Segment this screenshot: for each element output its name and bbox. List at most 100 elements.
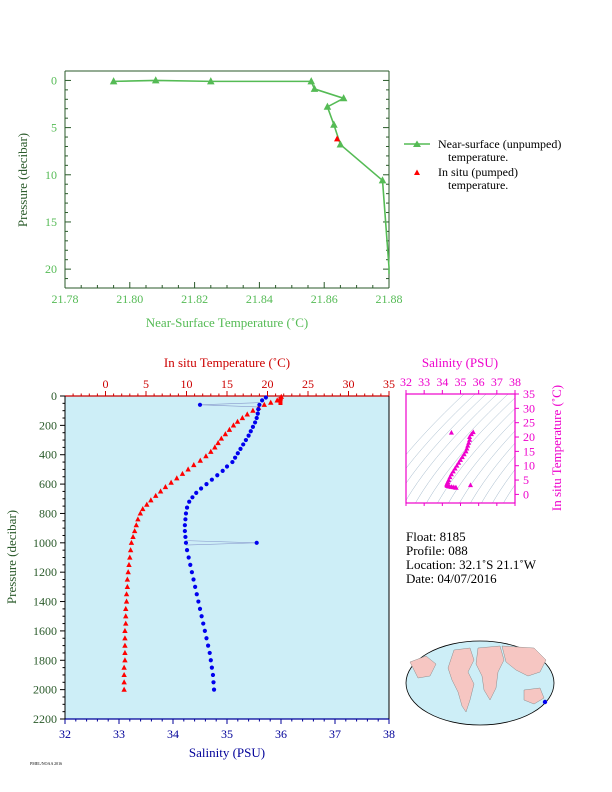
salinity-point [194, 490, 199, 495]
temperature-point [121, 686, 127, 692]
ts-x-tick-label: 35 [455, 375, 467, 389]
salinity-point [211, 680, 216, 685]
salinity-point [255, 411, 260, 416]
salinity-outlier-point [254, 540, 259, 545]
profile-plot-background [65, 396, 389, 719]
float-location-marker [542, 699, 548, 705]
ts-x-tick-label: 37 [491, 375, 503, 389]
temperature-point [197, 457, 203, 463]
legend-entry-2-line-1: In situ (pumped) [438, 165, 518, 179]
ts-y-axis-label: In situ Temperature (˚C) [549, 385, 564, 511]
map-land-asia [501, 645, 547, 677]
ts-point [468, 431, 474, 437]
outlier-connector [199, 404, 260, 408]
top-x-tick-label: 21.84 [246, 292, 273, 306]
outlier-connector [185, 542, 257, 546]
top-x-ticks: 21.78 21.80 21.82 21.84 21.86 21.88 [52, 282, 403, 306]
profile-number: Profile: 088 [406, 543, 468, 558]
temperature-point [126, 561, 132, 567]
density-contour [503, 484, 515, 503]
near-surface-point [151, 76, 160, 84]
density-contour [531, 374, 612, 513]
salinity-point [206, 643, 211, 648]
temperature-point [133, 522, 139, 528]
salinity-point [183, 540, 189, 545]
temperature-point [244, 411, 250, 417]
salinity-point [199, 614, 204, 619]
pressure-ticks: 0 200 400 600 800 1000 1200 1400 1600 1800 2000 220… [33, 389, 65, 726]
temperature-point [250, 407, 256, 413]
salinity-point [250, 424, 256, 429]
temperature-tick-label: 15 [221, 377, 233, 391]
top-y-tick-label: 15 [45, 215, 57, 229]
temperature-point [234, 418, 241, 424]
legend-triangle-icon [413, 140, 421, 147]
salinity-point [183, 534, 188, 540]
temperature-point [123, 591, 130, 597]
salinity-point [202, 628, 207, 634]
ts-points [444, 429, 476, 490]
salinity-point [184, 505, 190, 510]
density-contour [492, 469, 515, 503]
salinity-point [186, 555, 191, 560]
temperature-point [123, 620, 129, 626]
temperature-point [203, 453, 209, 459]
temperature-point [261, 401, 267, 407]
temperature-point [153, 492, 159, 498]
pressure-tick-label: 1000 [33, 536, 57, 550]
temperature-point [226, 426, 233, 432]
near-surface-temperature-points [109, 76, 387, 184]
ts-point [456, 460, 462, 465]
temperature-point [239, 415, 246, 421]
temperature-point [131, 528, 138, 534]
temperature-tick-label: 35 [383, 377, 395, 391]
near-surface-point [330, 120, 338, 128]
ts-y-tick-label: 20 [523, 430, 535, 444]
ts-x-tick-label: 36 [473, 375, 485, 389]
top-x-axis-label: Near-Surface Temperature (˚C) [146, 315, 308, 330]
in-situ-temperature-points [334, 135, 341, 142]
pressure-axis-label: Pressure (decibar) [4, 510, 19, 604]
salinity-point [241, 442, 246, 447]
salinity-point [207, 650, 212, 656]
top-y-tick-label: 10 [45, 168, 57, 182]
temperature-point [122, 649, 128, 656]
ts-x-tick-label: 32 [400, 375, 412, 389]
temperature-point [122, 627, 128, 634]
near-surface-point [323, 102, 332, 110]
salinity-point [243, 437, 248, 443]
ts-point [459, 454, 465, 460]
density-contour [470, 442, 515, 503]
temperature-point [121, 664, 127, 670]
map-land-europe-africa [475, 645, 505, 701]
temperature-point [127, 547, 134, 553]
top-x-tick-label: 21.88 [376, 292, 403, 306]
pressure-tick-label: 1800 [33, 653, 57, 667]
salinity-point [220, 468, 225, 473]
density-contour [448, 419, 515, 503]
salinity-point [209, 477, 214, 482]
ts-plot-background [406, 394, 515, 503]
density-contour [406, 394, 465, 456]
temperature-point [122, 642, 128, 648]
temperature-point [218, 435, 225, 441]
ts-point [461, 451, 467, 457]
ts-y-tick-label: 15 [523, 444, 535, 458]
temperature-point [124, 583, 131, 589]
temperature-point [121, 679, 127, 685]
density-contour [437, 408, 515, 503]
density-contour [481, 455, 515, 503]
ts-point [454, 462, 460, 468]
salinity-point [211, 687, 217, 692]
salinity-point [204, 636, 209, 641]
temperature-point [215, 439, 221, 446]
in-situ-point [334, 135, 341, 142]
pressure-tick-label: 1200 [33, 565, 57, 579]
float-info: Float: 8185 Profile: 088 Location: 32.1˚… [406, 529, 537, 586]
footer-note: PMEL/NOAA 2016 [30, 761, 62, 766]
salinity-point [248, 429, 253, 434]
outlier-connector [199, 402, 260, 406]
pressure-tick-label: 800 [39, 506, 57, 520]
salinity-point [194, 592, 199, 597]
